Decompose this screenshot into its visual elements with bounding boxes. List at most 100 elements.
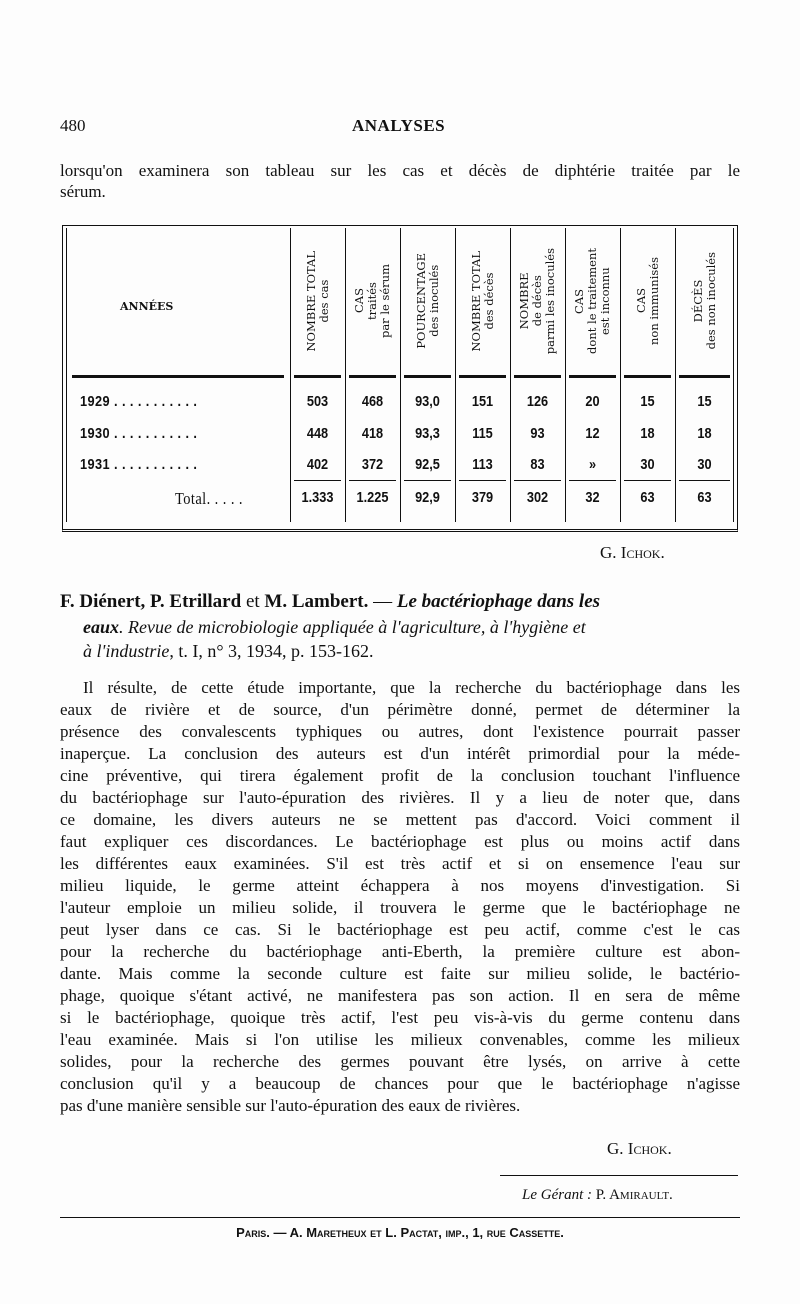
- column-rule: [345, 228, 346, 522]
- total-cell: 1.225: [356, 489, 389, 506]
- table-cell: 468: [361, 393, 384, 410]
- table-cell: 113: [472, 456, 493, 473]
- table-cell: 115: [472, 425, 493, 442]
- body-line: l'auteur emploie un milieu solide, il tr…: [60, 898, 740, 917]
- column-header-text: CAS non immunisés: [633, 257, 661, 345]
- body-line: pas d'une manière sensible sur l'auto-ép…: [60, 1096, 521, 1115]
- table-border: [62, 225, 738, 532]
- table-inner-border: [66, 228, 734, 522]
- total-rule: [624, 480, 671, 481]
- citation-et: et: [241, 591, 265, 612]
- divider: [500, 1175, 738, 1176]
- column-header: DÉCÈS des non inoculés: [675, 232, 734, 370]
- citation-authors: F. Diénert, P. Etrillard: [60, 591, 242, 612]
- table-cell: 372: [361, 456, 384, 473]
- table-cell: 15: [697, 393, 712, 410]
- total-rule: [459, 480, 506, 481]
- column-header-text: DÉCÈS des non inoculés: [690, 252, 718, 350]
- table-cell: 83: [530, 456, 545, 473]
- table-cell: 12: [585, 425, 600, 442]
- column-rule: [675, 228, 676, 522]
- citation-title: Le bactériophage dans les: [396, 591, 601, 612]
- table-cell: 30: [697, 456, 712, 473]
- row-header: ANNÉES: [120, 300, 174, 313]
- table-cell: »: [588, 456, 597, 473]
- body-line: présence des convalescents typhiques ou …: [60, 722, 740, 741]
- table-cell: 93,0: [415, 393, 440, 410]
- gerant-label: Le Gérant :: [522, 1187, 592, 1203]
- table-cell: 126: [526, 393, 549, 410]
- column-rule: [565, 228, 566, 522]
- body-line: du bactériophage sur l'auto-épuration de…: [60, 788, 740, 807]
- signature-text: G. Ichok.: [607, 1139, 672, 1158]
- signature: G. Ichok.: [600, 543, 665, 563]
- column-header-text: NOMBRE TOTAL des cas: [303, 250, 331, 352]
- body-line: faut expliquer ces discordances. Le bact…: [60, 832, 740, 851]
- header-rule: [349, 375, 396, 378]
- column-rule: [620, 228, 621, 522]
- total-cell: 32: [585, 489, 600, 506]
- intro-line: lorsqu'on examinera son tableau sur les …: [60, 161, 740, 180]
- column-rule: [400, 228, 401, 522]
- body-line: conclusion qu'il y a beaucoup de chances…: [60, 1074, 740, 1093]
- body-line: les différentes eaux examinées. S'il est…: [60, 854, 740, 873]
- citation-reference: , t. I, n° 3, 1934, p. 153-162.: [169, 641, 374, 661]
- column-header-text: NOMBRE TOTAL des décès: [468, 250, 496, 352]
- signature: G. Ichok.: [607, 1139, 672, 1159]
- total-rule: [679, 480, 730, 481]
- total-rule: [349, 480, 396, 481]
- total-rule: [514, 480, 561, 481]
- column-header-text: CAS traités par le sérum: [352, 263, 392, 339]
- body-line: solides, pour la recherche des germes po…: [60, 1052, 740, 1071]
- total-cell: 92,9: [415, 489, 440, 506]
- citation-author: M. Lambert.: [264, 591, 369, 612]
- total-cell: 1.333: [301, 489, 334, 506]
- intro-line: sérum.: [60, 182, 106, 201]
- column-header-text: NOMBRE de décès parmi les inoculés: [517, 247, 557, 355]
- gerant-name: P. Amirault.: [595, 1187, 673, 1203]
- year-label: 1929 . . . . . . . . . . .: [80, 393, 198, 410]
- body-line: cine préventive, qui tirera également pr…: [60, 766, 740, 785]
- body-line: milieu liquide, le germe atteint échappe…: [60, 876, 740, 895]
- header-rule: [404, 375, 451, 378]
- running-head: ANALYSES: [352, 116, 446, 135]
- total-label: Total. . . . .: [175, 489, 243, 508]
- column-header: POURCENTAGE des inoculés: [400, 232, 455, 370]
- citation-title-end: eaux: [83, 617, 119, 637]
- table-cell: 18: [640, 425, 655, 442]
- imprint: Paris. — A. Maretheux et L. Pactat, imp.…: [0, 1225, 800, 1240]
- column-header: NOMBRE TOTAL des décès: [455, 232, 510, 370]
- body-line: eaux de rivière et de source, d'un périm…: [60, 700, 740, 719]
- citation-line-2: eaux. Revue de microbiologie appliquée à…: [83, 615, 586, 639]
- table-cell: 402: [306, 456, 329, 473]
- signature-text: G. Ichok.: [600, 543, 665, 562]
- header-rule: [459, 375, 506, 378]
- citation-journal-end: à l'industrie: [83, 641, 170, 661]
- column-header-text: CAS dont le traitement est inconnu: [572, 248, 612, 354]
- column-header: CAS non immunisés: [620, 232, 675, 370]
- column-header-text: POURCENTAGE des inoculés: [413, 253, 441, 349]
- year-label: 1930 . . . . . . . . . . .: [80, 425, 198, 442]
- table-cell: 15: [640, 393, 655, 410]
- body-line: inaperçue. La conclusion des auteurs est…: [60, 744, 740, 763]
- table-cell: 151: [471, 393, 494, 410]
- table-cell: 418: [361, 425, 384, 442]
- body-line: dante. Mais comme la seconde culture est…: [60, 964, 740, 983]
- header-rule: [514, 375, 561, 378]
- page-number: 480: [60, 116, 86, 135]
- total-cell: 63: [640, 489, 655, 506]
- gerant: Le Gérant : P. Amirault.: [522, 1187, 673, 1204]
- table-cell: 93,3: [415, 425, 440, 442]
- body-line: l'eau examinée. Mais si l'on utilise les…: [60, 1030, 740, 1049]
- column-rule: [510, 228, 511, 522]
- table-cell: 448: [306, 425, 329, 442]
- table-cell: 20: [585, 393, 600, 410]
- citation-line-3: à l'industrie, t. I, n° 3, 1934, p. 153-…: [83, 639, 374, 663]
- total-rule: [404, 480, 451, 481]
- header-rule: [679, 375, 730, 378]
- table-cell: 92,5: [415, 456, 440, 473]
- column-header: CAS dont le traitement est inconnu: [565, 232, 620, 370]
- column-header: CAS traités par le sérum: [345, 232, 400, 370]
- table-cell: 503: [306, 393, 329, 410]
